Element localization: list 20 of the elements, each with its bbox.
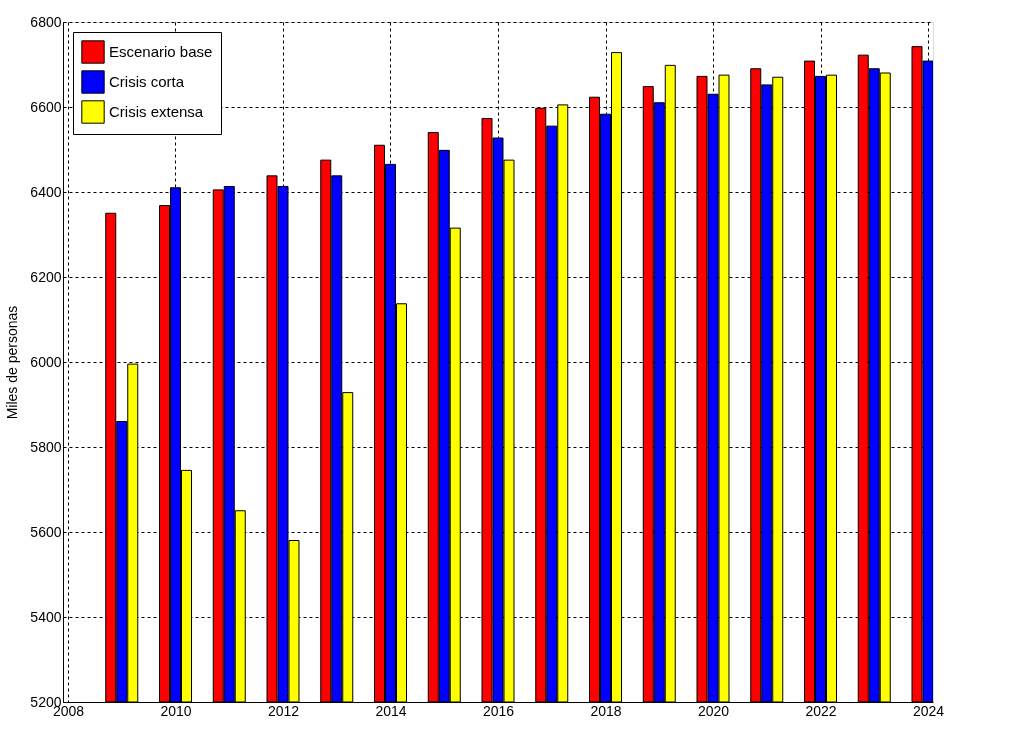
y-axis-title: Miles de personas	[4, 305, 21, 420]
x-tick-label: 2020	[697, 702, 730, 719]
y-tick-label: 6600	[30, 98, 62, 115]
x-tick-label: 2014	[375, 702, 407, 719]
x-tick-label: 2022	[805, 702, 837, 719]
y-tick-label: 6200	[30, 268, 62, 285]
x-tick-label: 2016	[482, 702, 515, 719]
y-tick-label: 6400	[30, 183, 62, 200]
x-tick-label: 2018	[590, 702, 622, 719]
x-tick-label: 2012	[267, 702, 300, 719]
x-tick-label: 2024	[912, 702, 945, 719]
legend-label: Crisis corta	[109, 73, 185, 90]
x-tick-label: 2010	[160, 702, 192, 719]
legend-label: Crisis extensa	[109, 103, 204, 120]
y-tick-label: 5800	[30, 438, 62, 455]
legend-label: Escenario base	[109, 43, 213, 60]
y-tick-label: 5400	[30, 608, 62, 625]
y-tick-label: 6800	[30, 13, 62, 30]
y-tick-label: 6000	[30, 353, 62, 370]
y-tick-label: 5600	[30, 523, 62, 540]
